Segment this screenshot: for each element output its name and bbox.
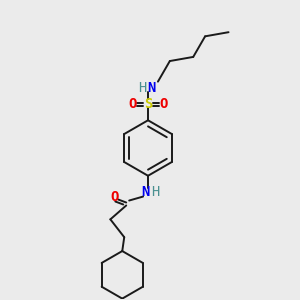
Text: H: H [151,184,159,199]
Text: N: N [141,184,149,199]
Text: N: N [147,81,155,94]
Text: S: S [144,98,152,111]
Text: O: O [160,98,168,111]
Text: H: H [138,81,146,94]
Text: O: O [110,190,118,204]
Text: O: O [128,98,136,111]
